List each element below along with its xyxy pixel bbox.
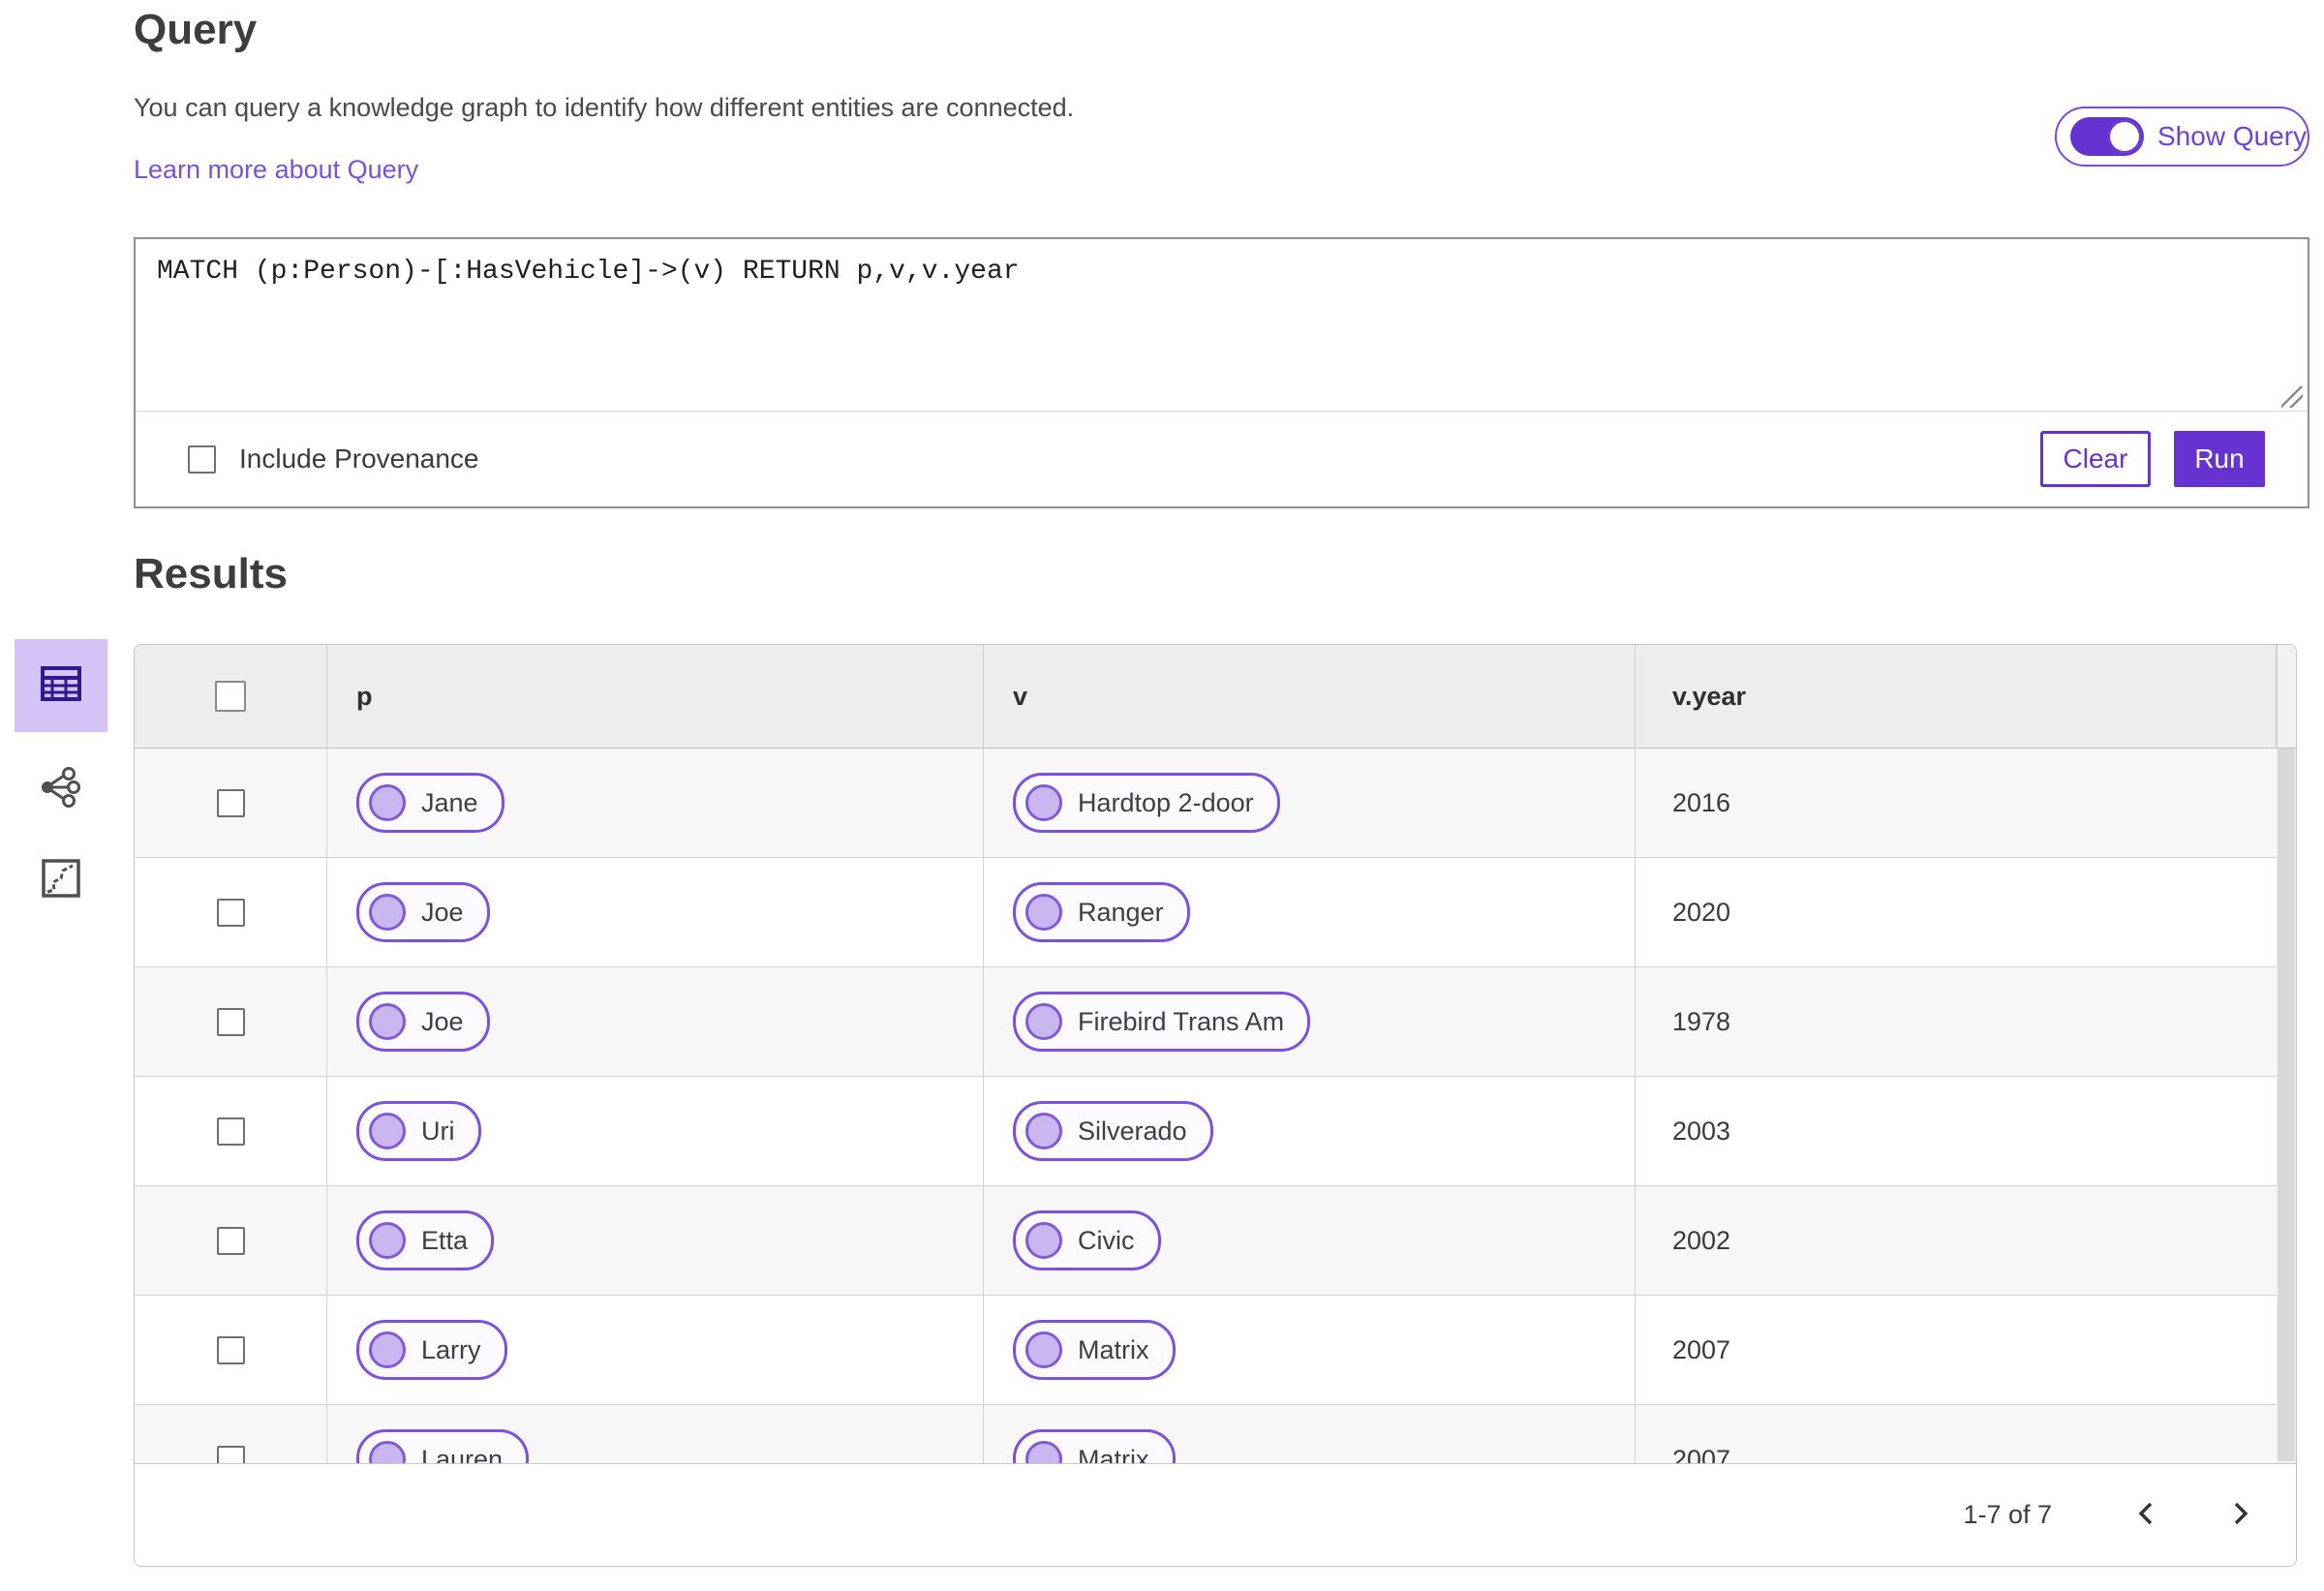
include-provenance-checkbox[interactable] xyxy=(188,444,216,474)
header-checkbox-cell xyxy=(135,645,327,748)
table-row: Joe Ranger 2020 xyxy=(135,858,2277,967)
entity-pill[interactable]: Ranger xyxy=(1013,882,1190,942)
entity-label: Larry xyxy=(421,1334,481,1364)
show-query-toggle[interactable]: Show Query xyxy=(2055,107,2309,167)
pagination-range: 1-7 of 7 xyxy=(1963,1500,2052,1529)
entity-label: Jane xyxy=(421,787,478,817)
entity-label: Joe xyxy=(421,1006,464,1036)
scrollbar-gutter xyxy=(2277,645,2296,748)
entity-label: Silverado xyxy=(1078,1116,1187,1146)
rail-item-table-view[interactable] xyxy=(15,639,107,732)
entity-label: Civic xyxy=(1078,1225,1135,1255)
query-textarea[interactable]: MATCH (p:Person)-[:HasVehicle]->(v) RETU… xyxy=(157,257,1020,287)
entity-pill[interactable]: Civic xyxy=(1013,1210,1161,1270)
table-row: Etta Civic 2002 xyxy=(135,1186,2277,1296)
view-switcher-rail xyxy=(15,639,107,914)
entity-label: Uri xyxy=(421,1116,455,1146)
entity-node-icon xyxy=(369,1113,406,1149)
results-title: Results xyxy=(134,550,288,597)
run-button[interactable]: Run xyxy=(2174,431,2265,487)
row-checkbox[interactable] xyxy=(216,1117,245,1146)
entity-node-icon xyxy=(369,1003,406,1040)
previous-page-button[interactable] xyxy=(2120,1488,2174,1543)
entity-node-icon xyxy=(369,894,406,931)
scrollbar-thumb[interactable] xyxy=(2278,749,2295,1461)
entity-label: Etta xyxy=(421,1225,469,1255)
entity-label: Hardtop 2-door xyxy=(1078,787,1254,817)
page-title: Query xyxy=(134,6,258,53)
clear-button[interactable]: Clear xyxy=(2040,431,2151,487)
panel-divider xyxy=(136,411,2308,412)
vertical-scrollbar[interactable] xyxy=(2277,749,2296,1463)
chevron-left-icon xyxy=(2132,1499,2161,1531)
table-row: Uri Silverado 2003 xyxy=(135,1077,2277,1186)
entity-pill[interactable]: Firebird Trans Am xyxy=(1013,992,1311,1052)
toggle-switch-icon[interactable] xyxy=(2070,117,2144,156)
next-page-button[interactable] xyxy=(2213,1488,2267,1543)
entity-label: Ranger xyxy=(1078,897,1164,927)
row-checkbox[interactable] xyxy=(216,1226,245,1255)
toggle-knob xyxy=(2108,120,2141,153)
entity-node-icon xyxy=(1025,1331,1062,1368)
entity-node-icon xyxy=(1025,894,1062,931)
entity-pill[interactable]: Joe xyxy=(356,992,490,1052)
entity-node-icon xyxy=(369,1222,406,1259)
year-value: 1978 xyxy=(1672,1006,1731,1036)
entity-node-icon xyxy=(1025,1113,1062,1149)
entity-label: Joe xyxy=(421,897,464,927)
query-panel-footer: Include Provenance Clear Run xyxy=(136,412,2308,506)
table-body: Jane Hardtop 2-door 2016 Joe Ranger 2020… xyxy=(135,749,2277,1515)
query-editor-panel: MATCH (p:Person)-[:HasVehicle]->(v) RETU… xyxy=(134,237,2309,508)
entity-label: Firebird Trans Am xyxy=(1078,1006,1285,1036)
rail-item-map-view[interactable] xyxy=(15,846,107,914)
year-value: 2007 xyxy=(1672,1334,1731,1364)
entity-pill[interactable]: Silverado xyxy=(1013,1101,1213,1161)
network-icon xyxy=(39,765,83,814)
table-row: Larry Matrix 2007 xyxy=(135,1296,2277,1405)
entity-pill[interactable]: Hardtop 2-door xyxy=(1013,773,1280,833)
results-table: p v v.year Jane Hardtop 2-door 2016 Joe … xyxy=(134,644,2297,1567)
year-value: 2002 xyxy=(1672,1225,1731,1255)
entity-node-icon xyxy=(1025,784,1062,821)
table-row: Joe Firebird Trans Am 1978 xyxy=(135,967,2277,1077)
table-icon xyxy=(39,661,83,711)
entity-node-icon xyxy=(1025,1003,1062,1040)
column-header-v-year[interactable]: v.year xyxy=(1636,645,2277,748)
learn-more-link[interactable]: Learn more about Query xyxy=(134,155,419,184)
map-icon xyxy=(40,857,82,904)
row-checkbox[interactable] xyxy=(216,1335,245,1364)
show-query-label: Show Query xyxy=(2157,121,2308,151)
entity-pill[interactable]: Joe xyxy=(356,882,490,942)
year-value: 2003 xyxy=(1672,1116,1731,1146)
select-all-checkbox[interactable] xyxy=(215,681,246,712)
entity-pill[interactable]: Etta xyxy=(356,1210,495,1270)
year-value: 2020 xyxy=(1672,897,1731,927)
column-header-v[interactable]: v xyxy=(984,645,1636,748)
rail-item-graph-view[interactable] xyxy=(15,755,107,823)
row-checkbox[interactable] xyxy=(216,1007,245,1036)
year-value: 2016 xyxy=(1672,787,1731,817)
entity-node-icon xyxy=(369,1331,406,1368)
table-footer: 1-7 of 7 xyxy=(135,1463,2296,1566)
row-checkbox[interactable] xyxy=(216,898,245,927)
page-description: You can query a knowledge graph to ident… xyxy=(134,93,1075,122)
entity-pill[interactable]: Jane xyxy=(356,773,505,833)
entity-pill[interactable]: Larry xyxy=(356,1320,507,1380)
resize-handle-icon[interactable] xyxy=(2281,386,2303,408)
column-header-p[interactable]: p xyxy=(327,645,984,748)
chevron-right-icon xyxy=(2225,1499,2254,1531)
row-checkbox[interactable] xyxy=(216,788,245,817)
table-row: Jane Hardtop 2-door 2016 xyxy=(135,749,2277,858)
entity-pill[interactable]: Uri xyxy=(356,1101,481,1161)
entity-pill[interactable]: Matrix xyxy=(1013,1320,1176,1380)
table-header-row: p v v.year xyxy=(135,645,2296,749)
entity-node-icon xyxy=(369,784,406,821)
include-provenance-label: Include Provenance xyxy=(239,444,479,474)
entity-node-icon xyxy=(1025,1222,1062,1259)
entity-label: Matrix xyxy=(1078,1334,1149,1364)
